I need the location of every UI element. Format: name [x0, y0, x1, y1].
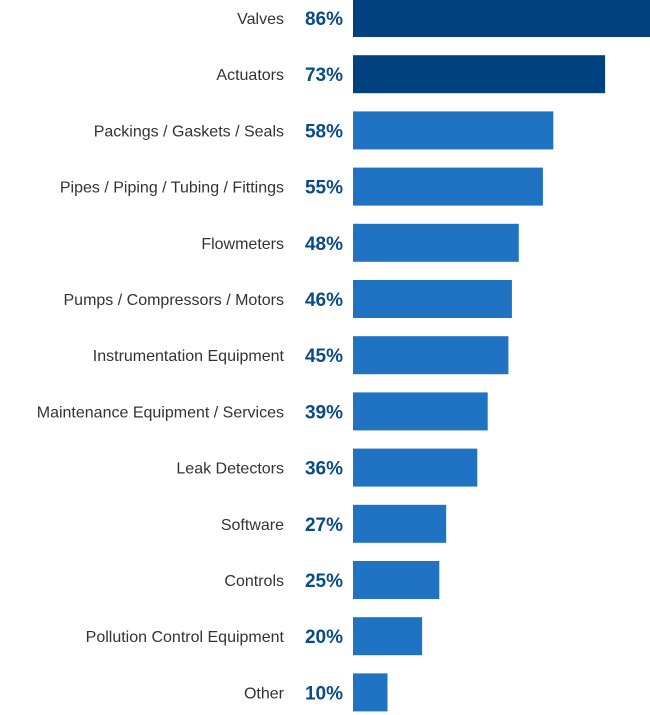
value-label-11: 25%: [305, 571, 343, 592]
value-label-5: 48%: [305, 234, 343, 255]
value-label-4: 55%: [305, 178, 343, 199]
bar-8: [353, 392, 488, 431]
category-label-2: Actuators: [216, 67, 284, 84]
category-label-6: Pumps / Compressors / Motors: [64, 292, 285, 309]
bar-2: [353, 55, 606, 94]
value-label-2: 73%: [305, 65, 343, 86]
category-label-9: Leak Detectors: [176, 461, 284, 478]
category-label-13: Other: [244, 685, 285, 702]
value-label-10: 27%: [305, 515, 343, 536]
value-label-9: 36%: [305, 459, 343, 480]
bar-7: [353, 336, 509, 375]
category-label-8: Maintenance Equipment / Services: [37, 404, 284, 421]
category-label-7: Instrumentation Equipment: [93, 348, 285, 365]
bar-9: [353, 448, 478, 487]
value-label-7: 45%: [305, 346, 343, 367]
bar-13: [353, 673, 388, 712]
bar-4: [353, 167, 543, 206]
bar-10: [353, 504, 447, 543]
category-label-4: Pipes / Piping / Tubing / Fittings: [60, 180, 284, 197]
bar-5: [353, 223, 519, 262]
category-labels: Valves Actuators Packings / Gaskets / Seal…: [37, 11, 285, 702]
bar-12: [353, 617, 423, 656]
bar-6: [353, 280, 512, 318]
bar-3: [353, 111, 554, 150]
bar-1: [353, 0, 650, 37]
value-label-6: 46%: [305, 290, 343, 311]
value-label-3: 58%: [305, 121, 343, 142]
category-label-1: Valves: [237, 11, 284, 28]
value-labels: 86% 73% 58% 55% 48% 46% 45% 39% 36% 27% 25% 20% 10%: [305, 9, 343, 704]
value-label-12: 20%: [305, 627, 343, 648]
category-label-12: Pollution Control Equipment: [86, 629, 285, 646]
bar-11: [353, 561, 440, 599]
value-label-1: 86%: [305, 9, 343, 30]
value-label-8: 39%: [305, 402, 343, 423]
category-label-11: Controls: [224, 573, 284, 590]
value-label-13: 10%: [305, 683, 343, 704]
category-label-10: Software: [221, 517, 284, 534]
category-label-5: Flowmeters: [201, 236, 284, 253]
category-label-3: Packings / Gaskets / Seals: [94, 123, 284, 140]
bars-group: [353, 0, 650, 712]
